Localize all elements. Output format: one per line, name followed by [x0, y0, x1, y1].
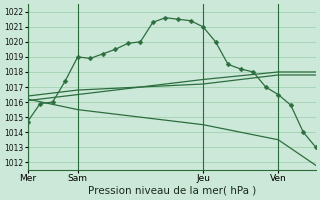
- X-axis label: Pression niveau de la mer( hPa ): Pression niveau de la mer( hPa ): [88, 186, 256, 196]
